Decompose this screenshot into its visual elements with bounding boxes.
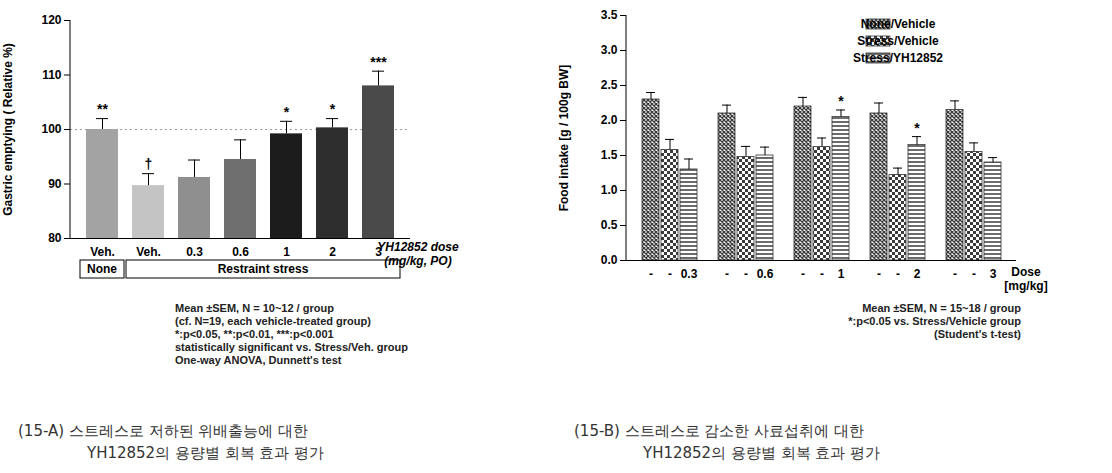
svg-text:1: 1 [838, 267, 845, 281]
html-text:*:p<0.05 vs. Stress/Vehicle gr: *:p<0.05 vs. Stress/Vehicle group [848, 315, 1021, 327]
svg-text:100: 100 [41, 122, 61, 136]
svg-text:0.3: 0.3 [186, 245, 203, 259]
html-text:YH12852의 용량별 회복 효과 평가: YH12852의 용량별 회복 효과 평가 [87, 444, 325, 462]
html-text:statistically significant vs.: statistically significant vs. Stress/Veh… [175, 341, 408, 353]
svg-text:1.0: 1.0 [601, 183, 618, 197]
html-text:YH12852의 용량별 회복 효과 평가: YH12852의 용량별 회복 효과 평가 [643, 444, 881, 462]
svg-text:None: None [87, 262, 117, 276]
html-text:(Student's t-test): (Student's t-test) [934, 328, 1021, 340]
svg-text:**: ** [97, 101, 108, 117]
html-text:(cf. N=19, each vehicle-treate: (cf. N=19, each vehicle-treated group) [175, 315, 371, 327]
svg-text:-: - [953, 267, 957, 281]
svg-text:3.5: 3.5 [601, 8, 618, 22]
svg-text:1: 1 [283, 245, 290, 259]
svg-text:Food intake [g / 100g BW]: Food intake [g / 100g BW] [557, 65, 571, 212]
svg-text:80: 80 [48, 231, 62, 245]
svg-text:-: - [668, 267, 672, 281]
svg-text:2.0: 2.0 [601, 113, 618, 127]
svg-text:-: - [649, 267, 653, 281]
svg-text:0.6: 0.6 [757, 267, 774, 281]
svg-text:-: - [896, 267, 900, 281]
svg-text:3: 3 [990, 267, 997, 281]
html-text:(15-A) 스트레스로 저하된 위배출능에 대한: (15-A) 스트레스로 저하된 위배출능에 대한 [18, 422, 309, 440]
svg-text:-: - [820, 267, 824, 281]
html-text:(15-B) 스트레스로 감소한 사료섭취에 대한: (15-B) 스트레스로 감소한 사료섭취에 대한 [574, 422, 864, 440]
svg-text:Gastric emptying ( Relative %): Gastric emptying ( Relative %) [1, 43, 15, 216]
svg-text:***: *** [370, 54, 387, 70]
svg-text:2: 2 [914, 267, 921, 281]
svg-text:3.0: 3.0 [601, 43, 618, 57]
svg-text:-: - [725, 267, 729, 281]
svg-text:None/Vehicle: None/Vehicle [861, 17, 936, 31]
svg-text:0.5: 0.5 [601, 218, 618, 232]
svg-text:Veh.: Veh. [136, 245, 161, 259]
svg-text:120: 120 [41, 13, 61, 27]
svg-text:0.3: 0.3 [681, 267, 698, 281]
svg-text:2: 2 [329, 245, 336, 259]
svg-text:Restraint stress: Restraint stress [218, 262, 309, 276]
html-text:Mean ±SEM, N = 15~18 / group: Mean ±SEM, N = 15~18 / group [862, 302, 1021, 314]
svg-text:1.5: 1.5 [601, 148, 618, 162]
svg-text:†: † [145, 156, 153, 172]
svg-text:90: 90 [48, 177, 62, 191]
svg-text:-: - [801, 267, 805, 281]
svg-text:Veh.: Veh. [90, 245, 115, 259]
svg-text:2.5: 2.5 [601, 78, 618, 92]
svg-text:Stress/YH12852: Stress/YH12852 [853, 51, 943, 65]
html-text:One-way ANOVA, Dunnett's test: One-way ANOVA, Dunnett's test [175, 354, 342, 366]
svg-text:-: - [972, 267, 976, 281]
svg-text:*: * [330, 101, 336, 117]
svg-text:-: - [744, 267, 748, 281]
svg-text:Dose[mg/kg]: Dose[mg/kg] [1004, 265, 1047, 293]
svg-text:*: * [914, 120, 920, 136]
html-text:*:p<0.05, **:p<0.01, ***:p<0.0: *:p<0.05, **:p<0.01, ***:p<0.001 [175, 328, 334, 340]
svg-text:0.6: 0.6 [232, 245, 249, 259]
svg-text:Stress/Vehicle: Stress/Vehicle [857, 34, 939, 48]
svg-text:-: - [877, 267, 881, 281]
svg-text:110: 110 [42, 68, 62, 82]
svg-text:0.0: 0.0 [601, 253, 618, 267]
svg-text:*: * [838, 93, 844, 109]
svg-text:YH12852 dose(mg/kg, PO): YH12852 dose(mg/kg, PO) [377, 240, 459, 268]
html-text:Mean ±SEM, N = 10~12 / group: Mean ±SEM, N = 10~12 / group [175, 302, 334, 314]
svg-text:*: * [284, 104, 290, 120]
